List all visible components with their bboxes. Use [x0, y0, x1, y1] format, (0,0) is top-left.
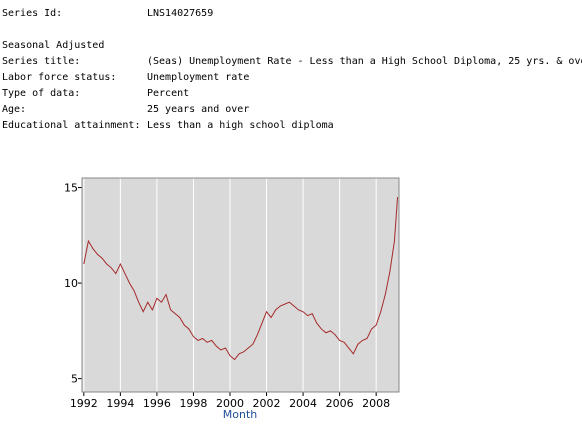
x-tick-label: 2004 — [289, 397, 317, 410]
x-tick-label: 2000 — [216, 397, 244, 410]
seasonal: Seasonal Adjusted — [2, 40, 104, 51]
field-label: Labor force status: — [2, 72, 116, 83]
field-value: 25 years and over — [147, 104, 249, 115]
plot-frame — [81, 177, 400, 393]
field-label: Series title: — [2, 56, 80, 67]
field-value: (Seas) Unemployment Rate - Less than a H… — [147, 56, 582, 67]
y-tick-label: 15 — [64, 182, 78, 195]
field-label: Educational attainment: — [2, 120, 140, 131]
x-axis-label: Month — [223, 408, 258, 421]
x-tick-label: 2008 — [362, 397, 390, 410]
field-label: Series Id: — [2, 8, 62, 19]
x-tick-label: 2002 — [253, 397, 281, 410]
plot-area — [82, 178, 399, 392]
y-tick-label: 5 — [71, 373, 78, 386]
field-value: LNS14027659 — [147, 8, 213, 19]
x-tick-label: 1992 — [70, 397, 98, 410]
field-value: Percent — [147, 88, 189, 99]
field-label: Age: — [2, 104, 26, 115]
x-tick-label: 1994 — [106, 397, 134, 410]
x-tick-label: 1998 — [179, 397, 207, 410]
x-tick-label: 1996 — [143, 397, 171, 410]
y-tick-label: 10 — [64, 277, 78, 290]
series-line — [83, 197, 399, 361]
x-tick-label: 2006 — [326, 397, 354, 410]
field-label: Type of data: — [2, 88, 80, 99]
field-value: Less than a high school diploma — [147, 120, 334, 131]
field-value: Unemployment rate — [147, 72, 249, 83]
